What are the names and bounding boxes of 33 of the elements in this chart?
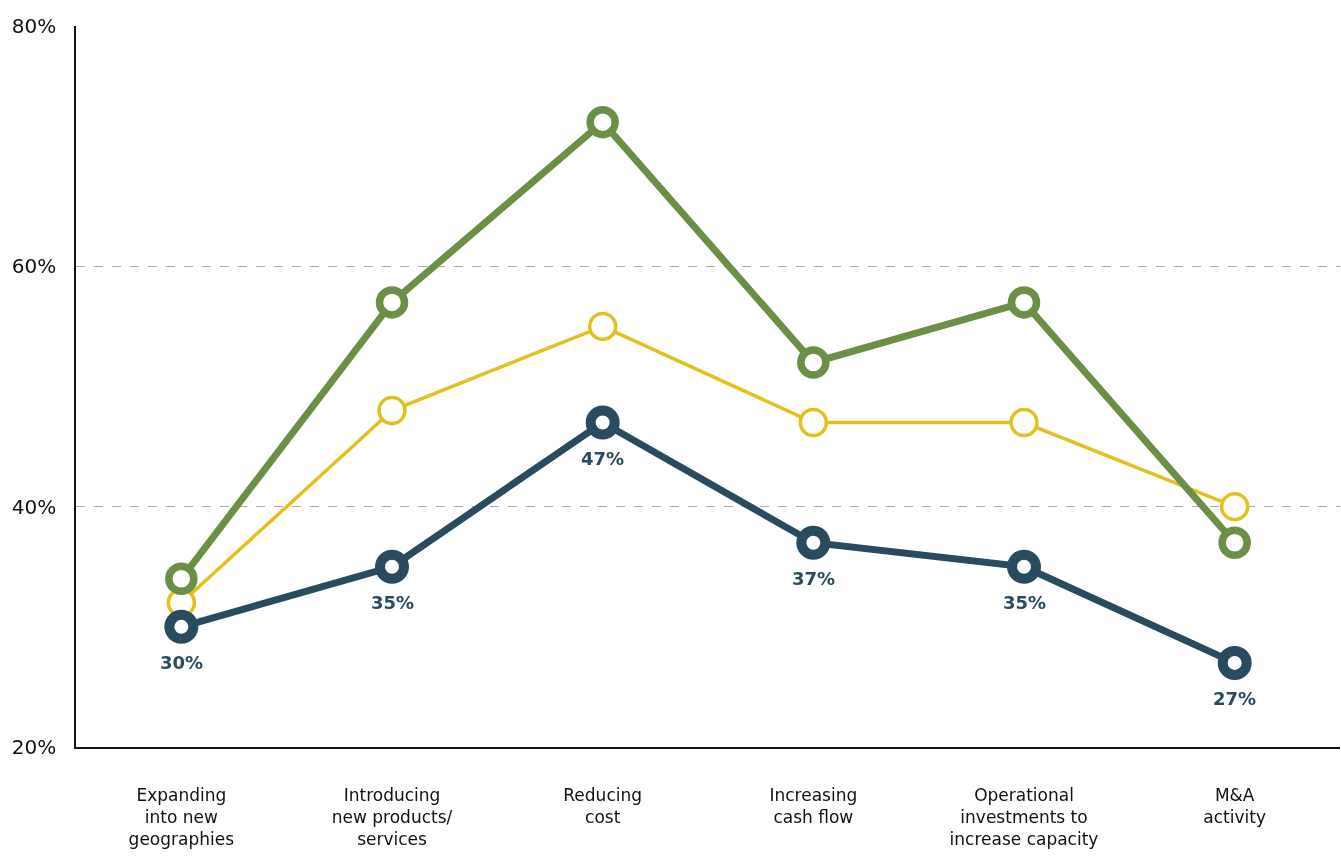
- point: [1007, 549, 1041, 584]
- x-tick-label: Increasing cash flow: [769, 785, 858, 828]
- x-tick-label: Introducing new products/ services: [331, 785, 453, 850]
- x-tick-label: Operational investments to increase capacity: [949, 785, 1099, 850]
- x-tick-label: Expanding into new geographies: [128, 785, 235, 850]
- point: [375, 549, 409, 584]
- y-tick-label: 80%: [11, 14, 57, 38]
- point: [1007, 286, 1041, 319]
- x-tick-label: M&A activity: [1203, 785, 1267, 828]
- y-tick-label: 60%: [11, 254, 57, 279]
- point: [377, 395, 407, 426]
- point: [165, 562, 198, 596]
- point: [1217, 645, 1252, 680]
- data-label: 47%: [581, 448, 625, 469]
- point: [797, 346, 830, 379]
- x-tick-label: Reducing cost: [563, 785, 643, 828]
- point: [1218, 526, 1251, 559]
- data-label: 30%: [160, 652, 204, 673]
- point: [585, 405, 620, 440]
- data-label: 35%: [1003, 592, 1047, 613]
- data-label: 27%: [1213, 688, 1257, 709]
- point: [1009, 407, 1039, 438]
- point: [1219, 491, 1250, 522]
- point: [798, 407, 829, 438]
- y-tick-label: 40%: [11, 494, 57, 519]
- point: [164, 609, 199, 644]
- point: [587, 311, 618, 342]
- y-tick-label: 20%: [11, 735, 57, 759]
- point: [586, 105, 619, 139]
- data-label: 35%: [371, 592, 415, 613]
- point: [796, 525, 831, 560]
- data-label: 37%: [792, 568, 836, 589]
- point: [375, 286, 409, 319]
